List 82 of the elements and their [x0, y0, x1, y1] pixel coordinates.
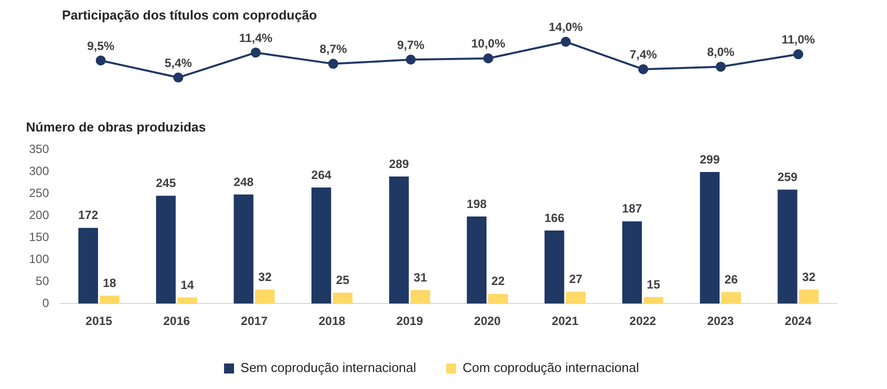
bar — [311, 187, 332, 304]
chart-title: Número de obras produzidas — [26, 119, 206, 134]
bar — [700, 172, 720, 304]
y-tick-label: 250 — [28, 186, 50, 200]
data-label: 22 — [491, 274, 506, 288]
data-label: 187 — [622, 202, 642, 216]
data-label: 27 — [569, 272, 583, 286]
bar — [156, 196, 176, 304]
data-label: 9,7% — [397, 38, 425, 52]
data-label: 259 — [777, 170, 798, 184]
bar — [410, 290, 430, 304]
y-tick-label: 200 — [28, 208, 50, 222]
x-tick-label: 2022 — [629, 314, 656, 328]
data-label: 5,4% — [164, 56, 192, 70]
bar — [177, 297, 198, 304]
data-label: 11,0% — [782, 32, 816, 47]
point — [328, 58, 338, 69]
bar — [466, 216, 487, 304]
x-tick-label: 2019 — [396, 314, 424, 328]
data-label: 172 — [78, 208, 99, 222]
x-tick-label: 2023 — [707, 314, 734, 328]
legend-label: Sem coprodução internacional — [240, 360, 416, 376]
data-label: 9,5% — [87, 38, 115, 53]
bar — [622, 221, 642, 304]
point — [793, 49, 804, 60]
bar — [778, 190, 798, 304]
point — [406, 54, 416, 65]
y-tick-label: 50 — [36, 274, 50, 288]
x-tick-label: 2024 — [784, 314, 812, 328]
data-label: 10,0% — [471, 36, 506, 51]
bar — [544, 230, 564, 304]
data-label: 248 — [234, 174, 254, 189]
point — [638, 64, 648, 74]
y-tick-label: 100 — [28, 252, 50, 266]
x-tick-label: 2015 — [86, 314, 113, 328]
data-label: 14 — [180, 278, 194, 292]
x-tick-label: 2020 — [474, 314, 502, 328]
data-label: 8,0% — [707, 45, 735, 60]
bar — [566, 292, 586, 304]
bar — [234, 194, 254, 304]
y-tick-label: 350 — [28, 142, 50, 156]
legend-label: Com coprodução internacional — [462, 360, 640, 376]
point — [250, 48, 261, 58]
bar — [255, 290, 275, 304]
data-label: 8,7% — [320, 42, 348, 56]
bar — [488, 294, 508, 304]
data-label: 7,4% — [630, 48, 658, 62]
data-label: 299 — [700, 152, 720, 166]
point — [173, 72, 184, 83]
data-label: 32 — [258, 270, 272, 284]
chart-title: Participação dos títulos com coprodução — [62, 7, 318, 22]
data-label: 264 — [311, 168, 332, 182]
data-label: 245 — [156, 176, 176, 190]
x-tick-label: 2021 — [552, 314, 579, 328]
x-tick-label: 2018 — [318, 314, 346, 328]
data-label: 32 — [802, 270, 816, 284]
data-label: 18 — [102, 276, 117, 290]
data-label: 289 — [388, 156, 410, 171]
bar — [100, 296, 120, 304]
x-tick-label: 2016 — [163, 314, 190, 328]
point — [560, 36, 571, 47]
data-label: 31 — [414, 270, 428, 284]
point — [716, 62, 726, 72]
point — [96, 55, 106, 66]
bar — [644, 297, 664, 304]
y-tick-label: 300 — [28, 164, 50, 178]
data-label: 15 — [646, 277, 660, 292]
y-tick-label: 0 — [42, 296, 50, 310]
data-label: 25 — [336, 272, 350, 287]
point — [483, 53, 494, 64]
y-tick-label: 150 — [28, 230, 50, 244]
data-label: 11,4% — [239, 30, 273, 45]
bar — [78, 228, 98, 304]
bar — [332, 292, 352, 304]
bar — [799, 290, 819, 304]
bar — [389, 176, 409, 304]
x-tick-label: 2017 — [240, 314, 268, 328]
data-label: 198 — [466, 196, 488, 211]
data-label: 166 — [544, 210, 565, 225]
data-label: 26 — [724, 272, 738, 286]
bar — [721, 292, 741, 304]
data-label: 14,0% — [548, 20, 584, 34]
